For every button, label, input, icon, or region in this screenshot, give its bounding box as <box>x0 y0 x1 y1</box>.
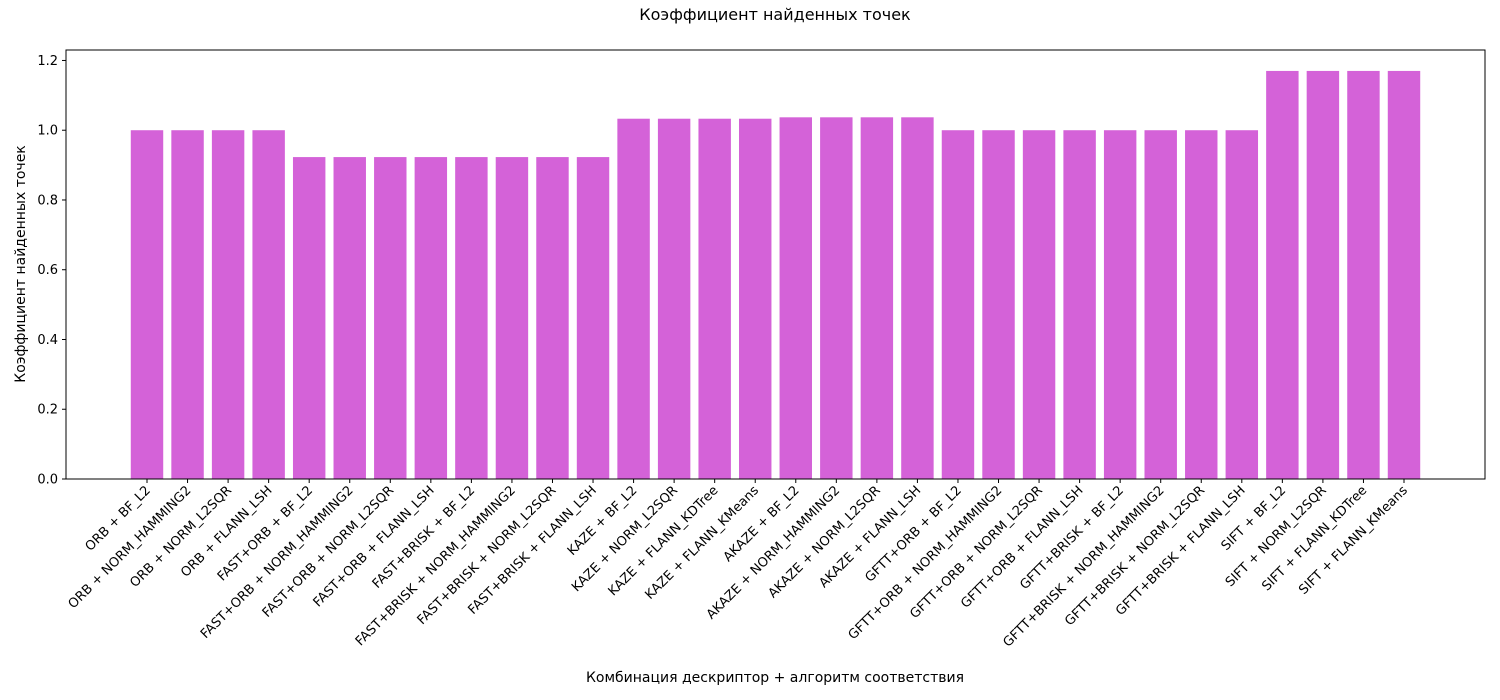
bar <box>1387 70 1421 480</box>
bar <box>333 157 366 479</box>
bar <box>1185 130 1218 479</box>
bar <box>495 157 529 479</box>
bar <box>252 130 285 479</box>
bar <box>576 157 610 479</box>
y-tick-label: 1.2 <box>37 54 58 69</box>
bar <box>292 157 326 479</box>
y-tick-label: 0.2 <box>37 403 58 418</box>
bar <box>901 117 934 479</box>
x-tick-label: FAST+ORB + NORM_HAMMING2 <box>198 483 357 642</box>
bar <box>455 157 488 479</box>
bar <box>1225 130 1259 479</box>
bar <box>1266 70 1299 480</box>
y-tick-label: 0.8 <box>37 193 58 208</box>
bar <box>1347 70 1380 480</box>
bar <box>779 117 812 479</box>
bar <box>171 130 204 479</box>
bar <box>211 130 245 479</box>
bar <box>1063 130 1096 479</box>
bar <box>698 118 731 480</box>
bar <box>1144 130 1177 479</box>
bar <box>982 130 1015 479</box>
bar <box>1022 130 1056 479</box>
y-tick-label: 1.0 <box>37 124 58 139</box>
bar <box>941 130 975 479</box>
y-axis: 0.0 0.2 0.4 0.6 0.8 1.0 1.2 <box>37 54 66 488</box>
y-tick-label: 0.0 <box>37 473 58 488</box>
bar <box>820 117 853 479</box>
bar <box>536 157 569 479</box>
bar <box>739 118 772 480</box>
x-tick-label: KAZE + BF_L2 <box>565 483 641 559</box>
bar <box>414 157 448 479</box>
plot-frame <box>65 49 1486 480</box>
chart-title: Коэффициент найденных точек <box>639 5 911 24</box>
bar <box>657 118 691 480</box>
bar <box>374 157 407 479</box>
bar <box>617 118 650 480</box>
bar <box>1306 70 1340 480</box>
bar <box>130 130 164 479</box>
y-axis-title: Коэффициент найденных точек <box>13 145 29 383</box>
bar <box>860 117 894 479</box>
bar <box>1103 130 1137 479</box>
x-axis-title: Комбинация дескриптор + алгоритм соответ… <box>586 670 964 686</box>
y-tick-label: 0.4 <box>37 333 58 348</box>
bars-layer <box>130 70 1421 480</box>
y-tick-label: 0.6 <box>37 263 58 278</box>
